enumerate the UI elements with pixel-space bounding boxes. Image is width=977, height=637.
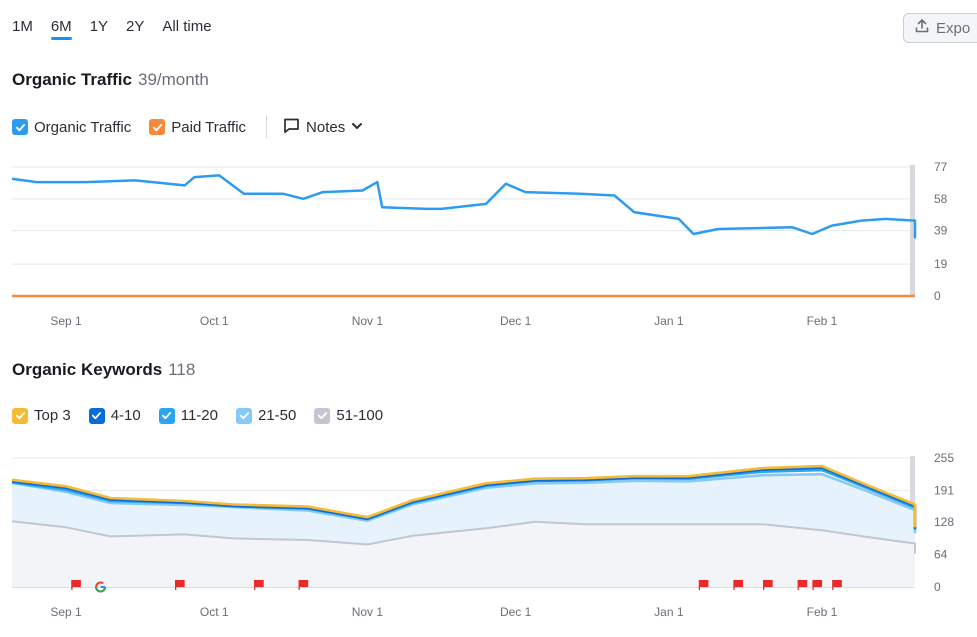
keywords-title-row: Organic Keywords 118 xyxy=(12,360,195,380)
flag-shape xyxy=(832,580,842,587)
notes-button[interactable]: Notes xyxy=(283,117,363,138)
flag-marker[interactable] xyxy=(733,580,743,590)
tab-6m[interactable]: 6M xyxy=(50,18,72,40)
x-tick-label: Feb 1 xyxy=(807,314,838,328)
organic-traffic-chart[interactable]: 77 58 39 19 0 Sep 1 Oct 1 Nov 1 Dec 1 Jan 1 Feb 1 xyxy=(0,155,977,335)
legend-51-100[interactable]: 51-100 xyxy=(314,407,383,424)
x-tick-label: Nov 1 xyxy=(352,314,384,328)
flag-marker[interactable] xyxy=(174,580,185,590)
flag-shape xyxy=(763,580,773,587)
x-tick-label: Jan 1 xyxy=(654,314,684,328)
x-tick-label: Jan 1 xyxy=(654,605,684,619)
legend-divider xyxy=(266,116,268,138)
y-tick-label: 191 xyxy=(934,483,954,497)
flag-marker[interactable] xyxy=(254,580,264,590)
legend-11-20[interactable]: 11-20 xyxy=(158,407,218,424)
checkbox-51-100[interactable] xyxy=(314,407,331,424)
tab-1m[interactable]: 1M xyxy=(12,18,33,35)
flag-shape xyxy=(734,580,743,587)
flag-shape xyxy=(175,580,185,587)
tab-all-time[interactable]: All time xyxy=(162,18,212,35)
chevron-down-icon xyxy=(351,119,363,136)
legend-label: Organic Traffic xyxy=(34,118,132,136)
x-tick-label: Oct 1 xyxy=(200,314,229,328)
tab-1y[interactable]: 1Y xyxy=(89,18,109,35)
y-tick-label: 0 xyxy=(934,580,941,594)
checkbox-4-10[interactable] xyxy=(88,407,105,424)
series-line-top-3 xyxy=(11,464,917,528)
legend-label: Top 3 xyxy=(34,407,71,424)
series-line-21-50 xyxy=(11,472,917,534)
flag-shape xyxy=(254,580,264,587)
flag-shape xyxy=(299,580,309,587)
flag-marker[interactable] xyxy=(71,580,81,590)
google-icon[interactable] xyxy=(95,581,107,593)
legend-organic-traffic[interactable]: Organic Traffic xyxy=(12,119,131,136)
flag-marker[interactable] xyxy=(698,580,709,590)
checkbox-top-3[interactable] xyxy=(12,407,28,424)
notes-label: Notes xyxy=(306,118,346,136)
y-tick-label: 0 xyxy=(934,289,941,303)
legend-label: Paid Traffic xyxy=(171,118,247,136)
flag-shape xyxy=(699,580,709,587)
y-tick-label: 19 xyxy=(934,257,948,271)
x-tick-label: Nov 1 xyxy=(352,605,384,619)
y-tick-label: 58 xyxy=(934,192,948,206)
flag-shape xyxy=(71,580,81,587)
flag-shape xyxy=(813,580,823,587)
series-line-51-100 xyxy=(11,520,916,554)
legend-label: 51-100 xyxy=(336,407,384,424)
x-tick-label: Sep 1 xyxy=(50,605,82,619)
flag-marker[interactable] xyxy=(832,580,842,590)
keywords-value: 118 xyxy=(168,360,196,379)
flag-shape xyxy=(798,580,808,587)
legend-top-3[interactable]: Top 3 xyxy=(12,407,71,424)
checkbox-21-50[interactable] xyxy=(236,407,252,424)
x-tick-label: Sep 1 xyxy=(50,314,82,328)
period-tabs: 1M 6M 1Y 2Y All time xyxy=(12,18,212,40)
keywords-legend: Top 3 4-10 11-20 21-50 51-100 xyxy=(12,407,401,424)
area-51-100 xyxy=(12,521,915,587)
y-tick-label: 39 xyxy=(934,224,948,238)
flag-marker[interactable] xyxy=(812,580,823,590)
x-tick-label: Feb 1 xyxy=(807,605,838,619)
legend-label: 21-50 xyxy=(258,407,297,424)
checkbox-organic-traffic[interactable] xyxy=(12,119,28,135)
traffic-legend: Organic Traffic Paid Traffic Notes xyxy=(12,116,363,138)
export-icon xyxy=(914,18,930,38)
legend-label: 4-10 xyxy=(110,407,141,424)
flag-marker[interactable] xyxy=(298,580,309,590)
comment-icon xyxy=(283,117,300,138)
flag-marker[interactable] xyxy=(797,580,808,590)
tab-2y[interactable]: 2Y xyxy=(126,18,145,35)
y-tick-label: 64 xyxy=(934,548,948,562)
organic-keywords-chart[interactable]: 255 191 128 64 0 Sep 1 Oct 1 Nov 1 Dec 1 Jan 1 Feb… xyxy=(0,447,977,627)
series-line-organic-traffic xyxy=(11,174,917,239)
flag-marker[interactable] xyxy=(762,580,773,590)
legend-4-10[interactable]: 4-10 xyxy=(88,407,141,424)
traffic-title: Organic Traffic xyxy=(12,70,132,89)
x-tick-label: Oct 1 xyxy=(200,605,229,619)
checkbox-paid-traffic[interactable] xyxy=(149,119,166,135)
legend-paid-traffic[interactable]: Paid Traffic xyxy=(149,119,246,136)
y-tick-label: 128 xyxy=(934,515,954,529)
legend-21-50[interactable]: 21-50 xyxy=(236,407,296,424)
y-tick-label: 77 xyxy=(934,160,948,174)
export-label: Expo xyxy=(936,19,971,37)
x-tick-label: Dec 1 xyxy=(500,605,532,619)
x-tick-label: Dec 1 xyxy=(500,314,532,328)
traffic-title-row: Organic Traffic 39/month xyxy=(12,70,209,90)
legend-label: 11-20 xyxy=(180,407,218,424)
export-button[interactable]: Expo xyxy=(903,13,977,43)
traffic-value: 39/month xyxy=(137,70,209,89)
y-tick-label: 255 xyxy=(934,451,954,465)
series-line-4-10 xyxy=(11,466,917,529)
checkbox-11-20[interactable] xyxy=(158,407,175,424)
google-arc-green xyxy=(95,586,107,593)
area-21-50 xyxy=(12,474,915,554)
scroll-strip xyxy=(910,165,915,296)
keywords-title: Organic Keywords xyxy=(12,360,163,379)
